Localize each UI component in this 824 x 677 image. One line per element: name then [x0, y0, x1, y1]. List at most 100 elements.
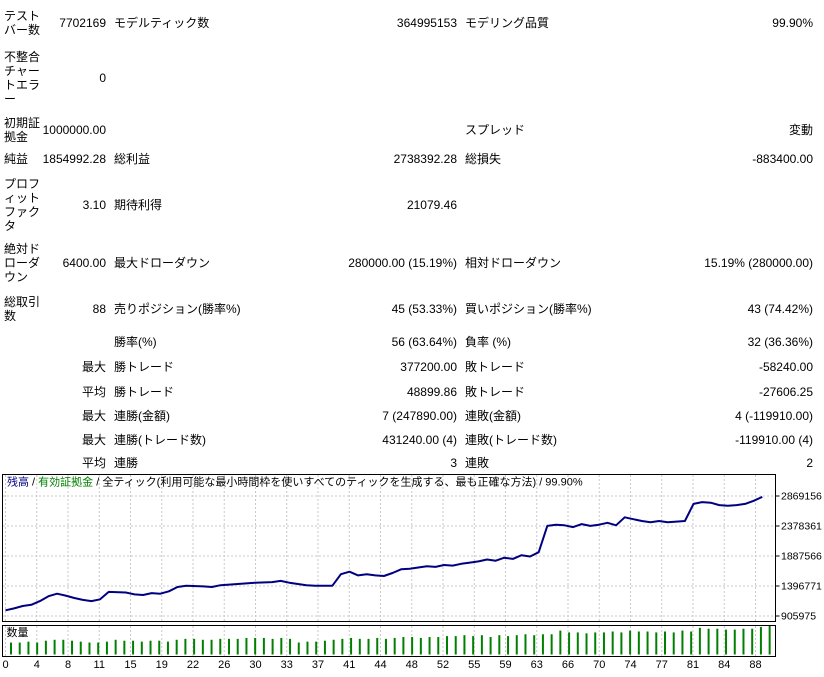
stat-label — [4, 330, 42, 354]
spacer — [457, 288, 465, 330]
stat-label — [4, 428, 42, 452]
stat-value: 280000.00 (15.19%) — [348, 256, 457, 270]
x-axis-label: 37 — [312, 659, 324, 671]
spacer — [106, 379, 114, 404]
stat-value: 平均 — [81, 384, 106, 399]
y-axis-label: 1396771 — [781, 580, 822, 592]
stat-label: 負率 (%) — [465, 335, 511, 349]
stat-value: 1854992.28 — [42, 152, 106, 166]
stat-label: 連敗(金額) — [465, 409, 521, 423]
stat-value: -119910.00 (4) — [735, 433, 813, 447]
y-axis-label: 905975 — [781, 611, 816, 623]
spacer — [457, 114, 465, 146]
stat-label: 相対ドローダウン — [465, 256, 562, 270]
x-axis-label: 52 — [437, 659, 449, 671]
grid-layer — [3, 475, 775, 656]
stat-row: 初期証拠金 1000000.00 スプレッド 変動 — [4, 114, 813, 146]
stat-label: 敗トレード — [465, 384, 526, 399]
spacer — [106, 42, 114, 114]
stat-label: テストバー数 — [4, 9, 41, 37]
stat-label: プロフィットファクタ — [4, 177, 41, 233]
x-axis-label: 81 — [687, 659, 699, 671]
stat-value: 最大 — [81, 359, 106, 374]
stat-value: 377200.00 — [400, 359, 457, 374]
y-axis-label: 2378361 — [781, 520, 822, 532]
stat-value: 6400.00 — [62, 256, 106, 270]
stat-value: 32 (36.36%) — [747, 335, 813, 349]
stat-label: 連勝(トレード数) — [114, 433, 206, 447]
stat-value: 364995153 — [396, 16, 457, 30]
stat-value: 48899.86 — [406, 384, 457, 399]
stat-value: 21079.46 — [406, 198, 457, 212]
spacer — [457, 330, 465, 354]
y-axis-label: 2869156 — [781, 490, 822, 502]
stat-label: 連勝 — [114, 456, 139, 470]
stat-value: 7702169 — [59, 16, 106, 30]
chart-legend: 残高 / 有効証拠金 / 全ティック(利用可能な最小時間枠を使いすべてのティック… — [7, 475, 583, 640]
stat-label: 純益 — [4, 152, 29, 166]
stat-label — [4, 404, 42, 428]
stat-value: 2 — [806, 456, 813, 470]
stat-label: 最大ドローダウン — [114, 256, 211, 270]
stat-value: 88 — [92, 302, 106, 316]
stat-row: 勝率(%) 56 (63.64%) 負率 (%) 32 (36.36%) — [4, 330, 813, 354]
stat-label: 総損失 — [465, 152, 502, 166]
spacer — [106, 4, 114, 42]
x-axis-label: 70 — [593, 659, 605, 671]
lots-bars — [10, 626, 771, 655]
stat-label — [465, 42, 633, 114]
stat-label: モデルティック数 — [114, 16, 210, 30]
stat-label: 総利益 — [114, 152, 151, 166]
stat-label: 勝率(%) — [114, 335, 157, 349]
x-axis-label: 63 — [531, 659, 543, 671]
stat-row: 最大 連勝(金額) 7 (247890.00) 連敗(金額) 4 (-119910.00… — [4, 404, 813, 428]
stat-label: 初期証拠金 — [4, 116, 41, 144]
stat-value: 最大 — [81, 409, 106, 423]
lots-panel-title: 数量 — [7, 626, 29, 639]
stat-value: -27606.25 — [758, 384, 813, 399]
panels-layer — [2, 474, 776, 657]
stat-row: 最大 勝トレード 377200.00 敗トレード -58240.00 — [4, 354, 813, 379]
stat-value — [633, 172, 813, 238]
spacer — [106, 404, 114, 428]
x-axis-label: 30 — [249, 659, 261, 671]
x-axis-label: 48 — [406, 659, 418, 671]
stat-label — [114, 114, 284, 146]
spacer — [106, 354, 114, 379]
x-axis-label: 44 — [374, 659, 386, 671]
stat-value: 最大 — [81, 433, 106, 447]
chart-legend-text: 残高 / 有効証拠金 / 全ティック(利用可能な最小時間枠を使いすべてのティック… — [7, 475, 583, 489]
x-axis-label: 77 — [656, 659, 668, 671]
stat-value: 43 (74.42%) — [747, 302, 813, 316]
stat-value: 15.19% (280000.00) — [704, 256, 813, 270]
stat-row: 絶対ドローダウン 6400.00 最大ドローダウン 280000.00 (15.19%… — [4, 238, 813, 288]
stat-label: 勝トレード — [114, 384, 175, 399]
x-axis-label: 8 — [65, 659, 71, 671]
spacer — [106, 238, 114, 288]
stat-value: 0 — [99, 71, 106, 85]
x-axis-label: 4 — [34, 659, 40, 671]
stat-label — [465, 172, 633, 238]
stat-label: 売りポジション(勝率%) — [114, 302, 241, 316]
x-axis-label: 11 — [94, 659, 105, 671]
spacer — [457, 4, 465, 42]
spacer — [106, 114, 114, 146]
report-table-body: テストバー数 7702169 モデルティック数 364995153 モデリング品質 99.… — [4, 4, 813, 474]
stat-value: 3 — [450, 456, 457, 470]
stat-value: 56 (63.64%) — [391, 335, 457, 349]
stat-label: 総取引数 — [4, 295, 41, 323]
stat-label — [4, 379, 42, 404]
spacer — [106, 330, 114, 354]
stat-value — [633, 42, 813, 114]
stat-label: 買いポジション(勝率%) — [465, 302, 592, 316]
x-axis-label: 88 — [749, 659, 761, 671]
stat-row: 不整合チャートエラー 0 — [4, 42, 813, 114]
stat-label: 連敗 — [465, 456, 490, 470]
stat-row: 純益 1854992.28 総利益 2738392.28 総損失 -883400.00 — [4, 146, 813, 172]
backtest-report: テストバー数 7702169 モデルティック数 364995153 モデリング品質 99.… — [0, 4, 824, 671]
stat-row: 平均 連勝 3 連敗 2 — [4, 452, 813, 474]
spacer — [457, 42, 465, 114]
stat-row: 平均 勝トレード 48899.86 敗トレード -27606.25 — [4, 379, 813, 404]
x-axis-label: 26 — [218, 659, 230, 671]
stat-value: -58240.00 — [758, 359, 813, 374]
